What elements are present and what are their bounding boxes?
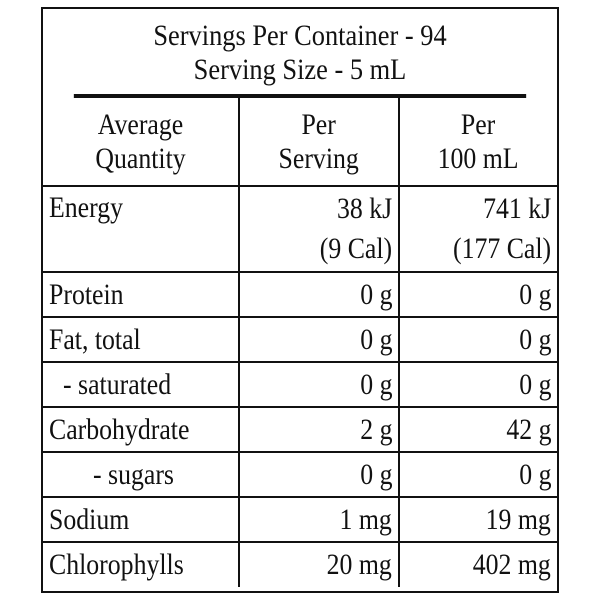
value-per-serving: 20 mg — [238, 541, 400, 587]
panel-header: Servings Per Container - 94 Serving Size… — [73, 9, 527, 98]
row-label: - sugars — [43, 451, 240, 498]
table-row-sugars: - sugars 0 g 0 g — [43, 451, 557, 498]
value-per-100ml: 402 mg — [398, 541, 557, 587]
row-label: Fat, total — [43, 316, 240, 363]
value-per-100ml: 42 g — [398, 406, 557, 453]
energy-per-serving: 38 kJ (9 Cal) — [238, 185, 400, 273]
value-per-serving: 0 g — [238, 361, 400, 408]
table-row-energy: Energy 38 kJ (9 Cal) 741 kJ (177 Cal) — [43, 185, 557, 273]
row-label: Chlorophylls — [43, 541, 240, 587]
value-per-serving: 2 g — [238, 406, 400, 453]
column-header-per-100ml: Per 100 mL — [398, 98, 557, 187]
row-label: Protein — [43, 271, 240, 318]
value-per-100ml: 0 g — [398, 316, 557, 363]
table-row-carbohydrate: Carbohydrate 2 g 42 g — [43, 406, 557, 453]
table-row-protein: Protein 0 g 0 g — [43, 271, 557, 318]
row-label-energy: Energy — [43, 185, 240, 273]
value-per-100ml: 0 g — [398, 271, 557, 318]
value-per-100ml: 19 mg — [398, 496, 557, 543]
column-header-row: Average Quantity Per Serving Per 100 mL — [43, 98, 557, 187]
servings-per-container: Servings Per Container - 94 — [153, 19, 447, 52]
row-label: Sodium — [43, 496, 240, 543]
value-per-100ml: 0 g — [398, 451, 557, 498]
table-row-sodium: Sodium 1 mg 19 mg — [43, 496, 557, 543]
table-row-saturated: - saturated 0 g 0 g — [43, 361, 557, 408]
value-per-serving: 0 g — [238, 316, 400, 363]
row-label: Carbohydrate — [43, 406, 240, 453]
energy-per-100ml: 741 kJ (177 Cal) — [398, 185, 557, 273]
row-label: - saturated — [43, 361, 240, 408]
column-header-per-serving: Per Serving — [238, 98, 400, 187]
value-per-serving: 1 mg — [238, 496, 400, 543]
value-per-serving: 0 g — [238, 451, 400, 498]
table-row-chlorophylls: Chlorophylls 20 mg 402 mg — [43, 541, 557, 587]
serving-size: Serving Size - 5 mL — [193, 53, 407, 86]
nutrition-table: Average Quantity Per Serving Per 100 mL … — [43, 98, 557, 587]
value-per-100ml: 0 g — [398, 361, 557, 408]
column-header-quantity: Average Quantity — [43, 98, 240, 187]
nutrition-information-panel: Servings Per Container - 94 Serving Size… — [41, 7, 559, 593]
table-row-fat-total: Fat, total 0 g 0 g — [43, 316, 557, 363]
value-per-serving: 0 g — [238, 271, 400, 318]
